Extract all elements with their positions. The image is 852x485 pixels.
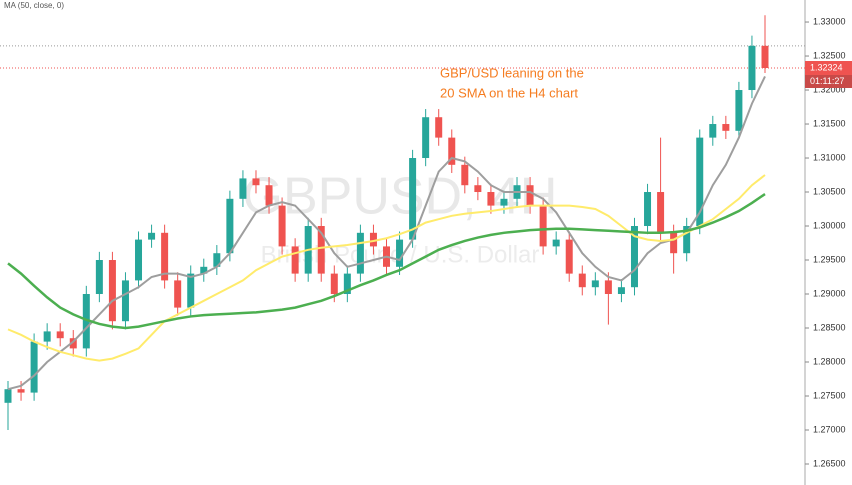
y-tick-label: 1.31000 (813, 152, 846, 162)
candle-body (604, 280, 612, 295)
candle-body (56, 331, 64, 339)
candle-body (683, 226, 691, 254)
candle-body (709, 124, 717, 138)
candle-body (69, 338, 77, 349)
y-tick-label: 1.28000 (813, 356, 846, 366)
watermark: GBPUSD, 4H (243, 168, 558, 226)
candle-body (670, 232, 678, 254)
y-tick-label: 1.29500 (813, 254, 846, 264)
y-tick-label: 1.33000 (813, 16, 846, 26)
candle-body (578, 273, 586, 288)
candle-body (356, 232, 364, 274)
countdown-box (805, 74, 852, 88)
moving-average (7, 174, 766, 362)
candle-body (278, 205, 286, 247)
y-tick-label: 1.30000 (813, 220, 846, 230)
indicator-label: MA (50, close, 0) (4, 1, 64, 10)
moving-average (7, 75, 766, 391)
y-tick-label: 1.28500 (813, 322, 846, 332)
candle-body (161, 232, 169, 281)
candle-body (461, 164, 469, 186)
candle-body (435, 117, 443, 138)
candle-body (252, 178, 260, 186)
candle-body (239, 178, 247, 199)
candle-body (330, 273, 338, 295)
y-tick-label: 1.29000 (813, 288, 846, 298)
candle-body (187, 273, 195, 308)
candle-body (526, 185, 534, 206)
candle-body (17, 389, 25, 393)
candle-body (265, 185, 273, 206)
y-tick-label: 1.27000 (813, 424, 846, 434)
candle-body (474, 185, 482, 193)
candle-body (630, 226, 638, 288)
candle-body (148, 232, 156, 240)
candle-body (396, 239, 404, 267)
candle-body (213, 253, 221, 267)
candle-body (487, 192, 495, 206)
annotation: GBP/USD leaning on the (440, 65, 584, 80)
candle-body (226, 198, 234, 254)
candle-body (200, 266, 208, 274)
last-price-label: 1.32324 (810, 62, 843, 72)
candle-body (591, 280, 599, 288)
candle-body (95, 260, 103, 295)
countdown-label: 01:11:27 (810, 76, 844, 86)
y-tick-label: 1.26500 (813, 458, 846, 468)
candle-body (761, 45, 769, 68)
candle-body (696, 137, 704, 227)
candle-body (108, 260, 116, 322)
candle-body (121, 280, 129, 322)
y-tick-label: 1.32000 (813, 84, 846, 94)
candle-body (135, 239, 143, 281)
candle-body (409, 158, 417, 240)
annotation: 20 SMA on the H4 chart (440, 85, 578, 100)
candle-body (617, 287, 625, 295)
y-tick-label: 1.32500 (813, 50, 846, 60)
moving-average (7, 193, 766, 330)
candle-body (343, 273, 351, 295)
candle-body (722, 124, 730, 131)
y-tick-label: 1.30500 (813, 186, 846, 196)
candle-body (565, 239, 573, 274)
candle-body (30, 341, 38, 393)
candle-body (448, 137, 456, 165)
candle-body (43, 331, 51, 342)
last-price-box (805, 60, 852, 75)
candle-body (552, 239, 560, 247)
candle-body (500, 198, 508, 206)
candle-body (317, 226, 325, 274)
y-tick-label: 1.27500 (813, 390, 846, 400)
candle-body (644, 192, 652, 227)
candle-body (291, 246, 299, 274)
y-tick-label: 1.31500 (813, 118, 846, 128)
candle-body (748, 45, 756, 91)
candle-body (369, 232, 377, 247)
candle-body (735, 90, 743, 131)
candle-body (422, 117, 430, 159)
candle-body (657, 192, 665, 233)
candle-body (82, 294, 90, 349)
candle-body (4, 389, 12, 403)
candle-body (539, 205, 547, 247)
candle-body (174, 280, 182, 308)
